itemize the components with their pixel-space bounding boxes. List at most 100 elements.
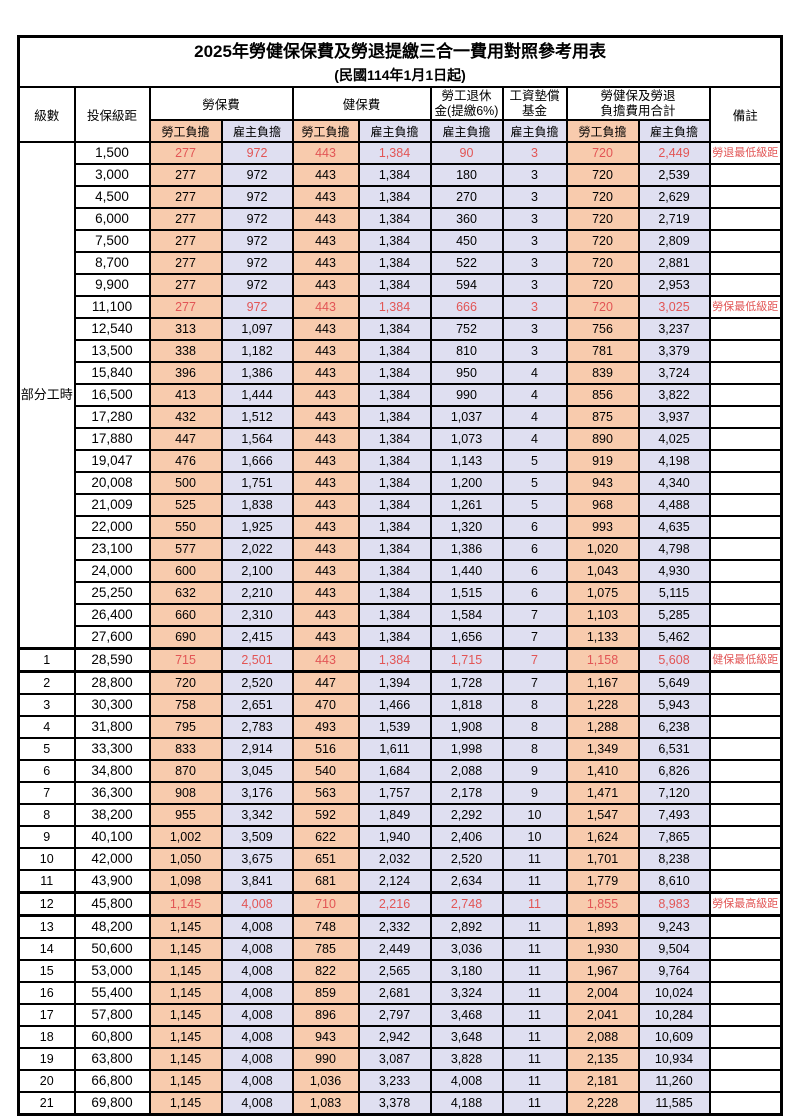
cell-health-employee: 622 <box>291 825 360 849</box>
cell-total-employer: 3,379 <box>637 339 711 363</box>
cell-total-employer: 7,120 <box>637 781 711 805</box>
cell-wage-fund-employer: 11 <box>501 869 568 894</box>
cell-labor-employee: 396 <box>148 361 223 385</box>
cell-health-employee: 443 <box>291 185 360 209</box>
cell-bracket: 50,600 <box>73 937 151 961</box>
cell-pension-employer: 2,088 <box>429 759 504 783</box>
cell-total-employee: 993 <box>565 515 640 539</box>
cell-wage-fund-employer: 7 <box>501 625 568 650</box>
table-row: 21 69,800 1,145 4,008 1,083 3,378 4,188 11 2,228… <box>17 1091 783 1116</box>
col-header-remark: 備註 <box>708 86 783 143</box>
cell-remark <box>708 803 783 827</box>
cell-pension-employer: 1,656 <box>429 625 504 650</box>
cell-health-employer: 2,332 <box>357 914 432 939</box>
cell-health-employee: 859 <box>291 981 360 1005</box>
cell-remark <box>708 317 783 341</box>
cell-pension-employer: 2,292 <box>429 803 504 827</box>
cell-total-employee: 720 <box>565 251 640 275</box>
cell-health-employer: 1,384 <box>357 163 432 187</box>
col-header-total: 勞健保及勞退 負擔費用合計 <box>565 86 711 121</box>
cell-total-employer: 7,865 <box>637 825 711 849</box>
cell-level: 3 <box>17 693 76 717</box>
cell-labor-employee: 1,145 <box>148 1091 223 1116</box>
cell-wage-fund-employer: 7 <box>501 647 568 673</box>
cell-pension-employer: 4,008 <box>429 1069 504 1093</box>
cell-wage-fund-employer: 3 <box>501 273 568 297</box>
cell-health-employee: 443 <box>291 515 360 539</box>
cell-wage-fund-employer: 8 <box>501 737 568 761</box>
cell-labor-employee: 1,145 <box>148 1003 223 1027</box>
cell-total-employee: 2,088 <box>565 1025 640 1049</box>
cell-pension-employer: 2,520 <box>429 847 504 871</box>
cell-labor-employer: 4,008 <box>220 1047 294 1071</box>
cell-bracket: 26,400 <box>73 603 151 627</box>
cell-bracket: 31,800 <box>73 715 151 739</box>
cell-remark <box>708 825 783 849</box>
col-header-level: 級數 <box>17 86 76 143</box>
cell-remark <box>708 361 783 385</box>
cell-total-employer: 10,284 <box>637 1003 711 1027</box>
cell-remark: 健保最低級距 <box>708 647 783 673</box>
cell-wage-fund-employer: 11 <box>501 981 568 1005</box>
cell-labor-employee: 1,050 <box>148 847 223 871</box>
table-row: 13 48,200 1,145 4,008 748 2,332 2,892 11 1,893 9,… <box>17 914 783 939</box>
cell-health-employer: 1,384 <box>357 339 432 363</box>
cell-bracket: 36,300 <box>73 781 151 805</box>
cell-health-employer: 1,384 <box>357 207 432 231</box>
cell-labor-employer: 972 <box>220 207 294 231</box>
cell-health-employer: 1,384 <box>357 361 432 385</box>
cell-remark <box>708 229 783 253</box>
cell-health-employee: 540 <box>291 759 360 783</box>
cell-pension-employer: 3,324 <box>429 981 504 1005</box>
cell-remark <box>708 914 783 939</box>
cell-pension-employer: 4,188 <box>429 1091 504 1116</box>
cell-remark <box>708 959 783 983</box>
cell-remark <box>708 1003 783 1027</box>
cell-labor-employee: 1,145 <box>148 1025 223 1049</box>
cell-total-employee: 919 <box>565 449 640 473</box>
page-subtitle: (民國114年1月1日起) <box>334 67 466 83</box>
cell-bracket: 8,700 <box>73 251 151 275</box>
cell-level: 4 <box>17 715 76 739</box>
cell-remark <box>708 937 783 961</box>
cell-bracket: 27,600 <box>73 625 151 650</box>
cell-health-employee: 443 <box>291 163 360 187</box>
cell-pension-employer: 1,073 <box>429 427 504 451</box>
cell-pension-employer: 180 <box>429 163 504 187</box>
cell-health-employee: 443 <box>291 317 360 341</box>
cell-level: 20 <box>17 1069 76 1093</box>
col-header-labor-insurance: 勞保費 <box>148 86 294 121</box>
cell-total-employer: 2,629 <box>637 185 711 209</box>
cell-remark <box>708 581 783 605</box>
cell-health-employer: 1,384 <box>357 229 432 253</box>
cell-total-employer: 5,285 <box>637 603 711 627</box>
cell-health-employer: 2,797 <box>357 1003 432 1027</box>
cell-health-employer: 1,384 <box>357 185 432 209</box>
cell-health-employee: 822 <box>291 959 360 983</box>
cell-level: 2 <box>17 670 76 695</box>
cell-health-employer: 1,384 <box>357 581 432 605</box>
cell-remark <box>708 163 783 187</box>
subheader-hi-employee: 勞工負擔 <box>291 119 360 143</box>
cell-bracket: 53,000 <box>73 959 151 983</box>
subheader-hi-employer: 雇主負擔 <box>357 119 432 143</box>
cell-bracket: 69,800 <box>73 1091 151 1116</box>
cell-labor-employer: 1,512 <box>220 405 294 429</box>
cell-health-employer: 1,384 <box>357 449 432 473</box>
cell-pension-employer: 666 <box>429 295 504 319</box>
cell-labor-employer: 4,008 <box>220 1069 294 1093</box>
table-row: 15 53,000 1,145 4,008 822 2,565 3,180 11 1,967 9,… <box>17 959 783 983</box>
cell-total-employee: 1,410 <box>565 759 640 783</box>
table-row: 部分工時 1,500 277 972 443 1,384 90 3 720 2,449 勞退最低級距 <box>17 141 783 650</box>
cell-total-employer: 9,504 <box>637 937 711 961</box>
cell-remark <box>708 781 783 805</box>
cell-bracket: 40,100 <box>73 825 151 849</box>
cell-labor-employer: 4,008 <box>220 959 294 983</box>
cell-total-employer: 4,025 <box>637 427 711 451</box>
cell-pension-employer: 1,515 <box>429 581 504 605</box>
cell-total-employee: 720 <box>565 295 640 319</box>
cell-health-employee: 443 <box>291 559 360 583</box>
cell-bracket: 28,590 <box>73 647 151 673</box>
subheader-total-employee: 勞工負擔 <box>565 119 640 143</box>
page-title: 2025年勞健保保費及勞退提繳三合一費用對照參考用表 <box>194 42 606 61</box>
